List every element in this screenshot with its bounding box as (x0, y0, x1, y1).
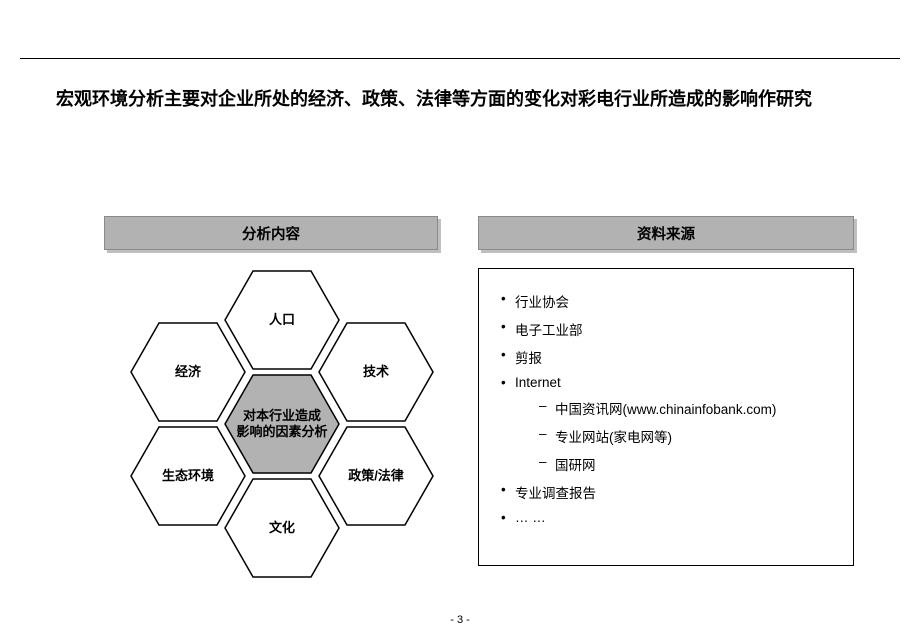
page-title: 宏观环境分析主要对企业所处的经济、政策、法律等方面的变化对彩电行业所造成的影响作… (56, 86, 860, 112)
sources-box: 行业协会 电子工业部 剪报 Internet 中国资讯网(www.chinain… (478, 268, 854, 566)
list-item: 专业网站(家电网等) (533, 426, 839, 446)
hex-bottom: 文化 (224, 478, 340, 578)
section-header-analysis: 分析内容 (104, 216, 438, 250)
internet-sublist: 中国资讯网(www.chinainfobank.com) 专业网站(家电网等) … (515, 398, 839, 474)
list-item: 国研网 (533, 454, 839, 474)
slide: 宏观环境分析主要对企业所处的经济、政策、法律等方面的变化对彩电行业所造成的影响作… (0, 0, 920, 636)
section-header-analysis-label: 分析内容 (242, 223, 300, 244)
list-item: 行业协会 (493, 291, 839, 311)
list-item: 电子工业部 (493, 319, 839, 339)
section-header-sources-label: 资料来源 (637, 223, 695, 244)
hex-diagram: 人口经济技术对本行业造成影响的因素分析生态环境政策/法律文化 (94, 270, 454, 580)
list-item-label: Internet (515, 375, 561, 390)
sources-list: 行业协会 电子工业部 剪报 Internet 中国资讯网(www.chinain… (493, 291, 839, 525)
section-header-sources: 资料来源 (478, 216, 854, 250)
list-item: … … (493, 510, 839, 525)
list-item: 剪报 (493, 347, 839, 367)
list-item: Internet 中国资讯网(www.chinainfobank.com) 专业… (493, 375, 839, 474)
top-rule (20, 58, 900, 59)
page-number: - 3 - (0, 614, 920, 626)
list-item: 专业调查报告 (493, 482, 839, 502)
hex-label-bottom: 文化 (224, 478, 340, 578)
list-item: 中国资讯网(www.chinainfobank.com) (533, 398, 839, 418)
